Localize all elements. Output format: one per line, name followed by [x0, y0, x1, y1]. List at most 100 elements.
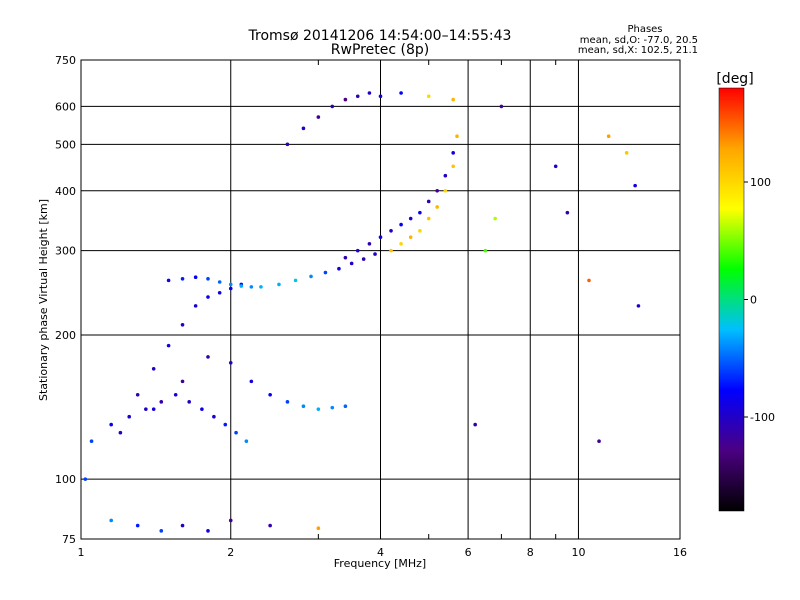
data-point	[193, 275, 198, 280]
data-point	[606, 134, 611, 138]
tick-labels: 1 2 4 6 8 10 16 75 100 200 300 400 500 600 750	[55, 54, 687, 559]
data-point	[180, 379, 185, 384]
data-point	[228, 286, 233, 291]
data-point	[349, 261, 354, 266]
data-point	[223, 422, 228, 427]
data-point	[206, 529, 210, 533]
colorbar-tick-label: 100	[750, 176, 771, 189]
y-tick-label: 500	[55, 138, 76, 151]
data-point	[343, 404, 348, 409]
chart-subtitle: RwPretec (8p)	[331, 42, 429, 58]
x-tick-label: 2	[227, 546, 234, 559]
data-point	[268, 393, 272, 397]
data-point	[443, 173, 448, 178]
data-point	[355, 94, 360, 99]
data-point	[301, 126, 306, 131]
data-point	[301, 404, 306, 409]
data-point	[239, 284, 244, 288]
data-point	[443, 188, 448, 193]
x-tick-label: 8	[527, 546, 534, 559]
data-point	[135, 393, 140, 397]
data-point	[144, 407, 148, 411]
data-point	[389, 228, 393, 233]
data-point	[451, 97, 455, 102]
data-point	[399, 91, 403, 95]
colorbar-ticks: 100 0 -100	[744, 176, 775, 424]
data-point	[378, 235, 383, 239]
colorbar-label: [deg]	[716, 71, 753, 87]
data-point	[418, 228, 422, 233]
data-point	[151, 407, 156, 411]
data-point	[418, 210, 422, 215]
data-point	[206, 295, 210, 299]
data-point	[451, 151, 455, 155]
data-point	[343, 97, 348, 102]
y-tick-label: 750	[55, 54, 76, 67]
data-points	[83, 91, 641, 533]
x-tick-label: 1	[78, 546, 85, 559]
data-point	[109, 422, 113, 427]
info-box-line2: mean, sd,X: 102.5, 21.1	[578, 45, 698, 56]
data-point	[244, 439, 249, 444]
axis-ticks	[317, 60, 557, 539]
data-point	[206, 355, 210, 359]
data-point	[228, 360, 233, 365]
colorbar	[718, 87, 745, 512]
data-point	[493, 216, 497, 221]
data-point	[633, 183, 637, 188]
data-point	[228, 518, 233, 523]
data-point	[109, 518, 113, 523]
data-point	[193, 304, 198, 308]
y-tick-label: 400	[55, 185, 76, 198]
data-point	[159, 400, 164, 404]
data-point	[83, 477, 88, 481]
data-point	[337, 266, 341, 271]
data-point	[173, 393, 178, 397]
data-point	[499, 104, 504, 109]
data-point	[426, 94, 431, 99]
data-point	[399, 222, 403, 227]
data-point	[408, 235, 413, 239]
x-axis-label: Frequency [MHz]	[334, 557, 426, 570]
data-point	[159, 529, 164, 533]
y-tick-label: 600	[55, 100, 76, 113]
data-point	[399, 241, 403, 246]
data-point	[435, 188, 439, 193]
colorbar-tick-label: 0	[750, 294, 757, 307]
x-tick-label: 16	[673, 546, 687, 559]
x-tick-label: 4	[377, 546, 384, 559]
chart-title: Tromsø 20141206 14:54:00–14:55:43	[248, 28, 512, 44]
data-point	[455, 134, 459, 138]
info-box-title: Phases	[627, 24, 662, 35]
data-point	[378, 94, 383, 99]
data-point	[316, 407, 321, 411]
data-point	[259, 285, 263, 289]
x-tick-label: 10	[571, 546, 585, 559]
colorbar-tick-label: -100	[750, 411, 775, 424]
data-point	[361, 257, 366, 261]
data-point	[268, 523, 272, 528]
plot-frame	[80, 59, 681, 540]
data-point	[187, 400, 191, 404]
data-point	[355, 248, 360, 253]
data-point	[151, 366, 156, 371]
data-point	[277, 282, 281, 287]
y-tick-label: 300	[55, 245, 76, 258]
data-point	[249, 285, 254, 289]
data-point	[330, 405, 335, 410]
data-point	[316, 526, 321, 530]
data-point	[180, 523, 185, 528]
data-point	[597, 439, 601, 444]
data-point	[293, 278, 298, 283]
data-point	[217, 280, 222, 284]
data-point	[426, 199, 431, 204]
data-point	[309, 274, 313, 279]
data-point	[135, 523, 140, 528]
x-tick-label: 6	[465, 546, 472, 559]
data-point	[200, 407, 204, 411]
data-point	[285, 400, 290, 404]
data-point	[249, 379, 254, 384]
data-point	[228, 282, 233, 287]
data-point	[89, 439, 94, 444]
